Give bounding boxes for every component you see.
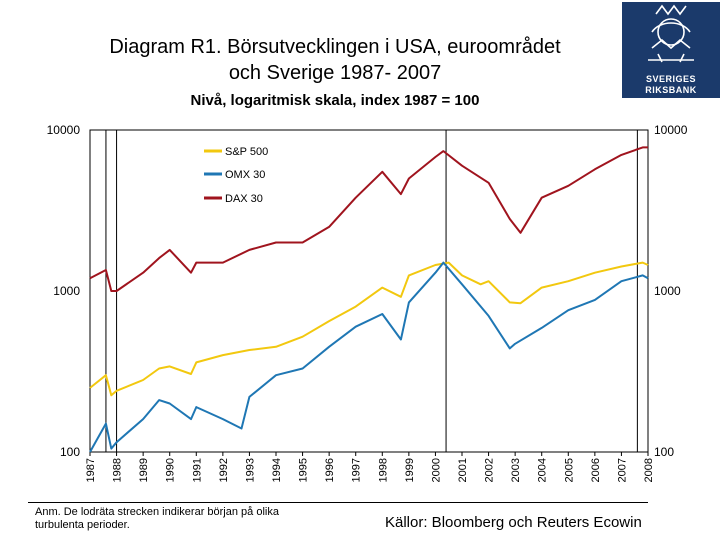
x-tick-label-2002: 2002	[484, 458, 496, 482]
chart-source: Källor: Bloomberg och Reuters Ecowin	[385, 514, 642, 531]
x-tick-label-1998: 1998	[377, 458, 389, 482]
x-tick-label-1988: 1988	[112, 458, 124, 482]
x-tick-label-1997: 1997	[351, 458, 363, 482]
x-axis-ticks: 1987 1988 1989 1990 1991 1992 1993 1994 1995 1996…	[85, 452, 655, 482]
x-tick-label-1994: 1994	[271, 458, 283, 482]
turbulence-lines	[105, 130, 638, 452]
legend-label-dax30: DAX 30	[225, 193, 263, 205]
chart-note: Anm. De lodräta strecken indikerar börja…	[35, 506, 279, 531]
x-tick-label-1996: 1996	[324, 458, 336, 482]
x-tick-label-2008: 2008	[643, 458, 655, 482]
logo-line-1: SVERIGES	[645, 74, 696, 84]
y-tick-left-1000: 1000	[53, 284, 80, 298]
series-line-sp500	[89, 261, 649, 397]
y-tick-left-10000: 10000	[47, 123, 81, 137]
x-tick-label-2000: 2000	[430, 458, 442, 482]
legend-label-sp500: S&P 500	[225, 146, 268, 158]
y-tick-right-10000: 10000	[654, 123, 688, 137]
x-tick-label-2003: 2003	[510, 458, 522, 482]
riksbank-logo: SVERIGES RIKSBANK	[622, 2, 720, 98]
logo-line-2: RIKSBANK	[645, 85, 697, 95]
legend-label-omx30: OMX 30	[225, 169, 265, 181]
x-tick-label-2001: 2001	[457, 458, 469, 482]
x-tick-label-1987: 1987	[85, 458, 97, 482]
chart-subtitle: Nivå, logaritmisk skala, index 1987 = 10…	[190, 92, 480, 109]
x-tick-label-2005: 2005	[563, 458, 575, 482]
y-tick-right-100: 100	[654, 445, 674, 459]
x-tick-label-2004: 2004	[537, 458, 549, 482]
x-tick-label-1992: 1992	[218, 458, 230, 482]
chart-title-line-2: och Sverige 1987- 2007	[228, 62, 442, 84]
x-tick-label-2007: 2007	[616, 458, 628, 482]
x-tick-label-1995: 1995	[298, 458, 310, 482]
x-tick-label-1989: 1989	[138, 458, 150, 482]
x-tick-label-1990: 1990	[165, 458, 177, 482]
x-tick-label-1993: 1993	[244, 458, 256, 482]
x-tick-label-2006: 2006	[590, 458, 602, 482]
footer-divider	[28, 502, 648, 503]
y-tick-left-100: 100	[60, 445, 80, 459]
chart-title-line-1: Diagram R1. Börsutvecklingen i USA, euro…	[109, 36, 561, 58]
x-tick-label-1999: 1999	[404, 458, 416, 482]
crown-emblem-icon	[648, 4, 694, 63]
legend: S&P 500 OMX 30 DAX 30	[204, 146, 268, 205]
plot-frame	[89, 129, 649, 453]
y-tick-right-1000: 1000	[654, 284, 681, 298]
series-lines	[89, 146, 649, 453]
x-tick-label-1991: 1991	[191, 458, 203, 482]
series-line-dax30	[89, 146, 648, 292]
series-line-omx30	[89, 261, 649, 453]
